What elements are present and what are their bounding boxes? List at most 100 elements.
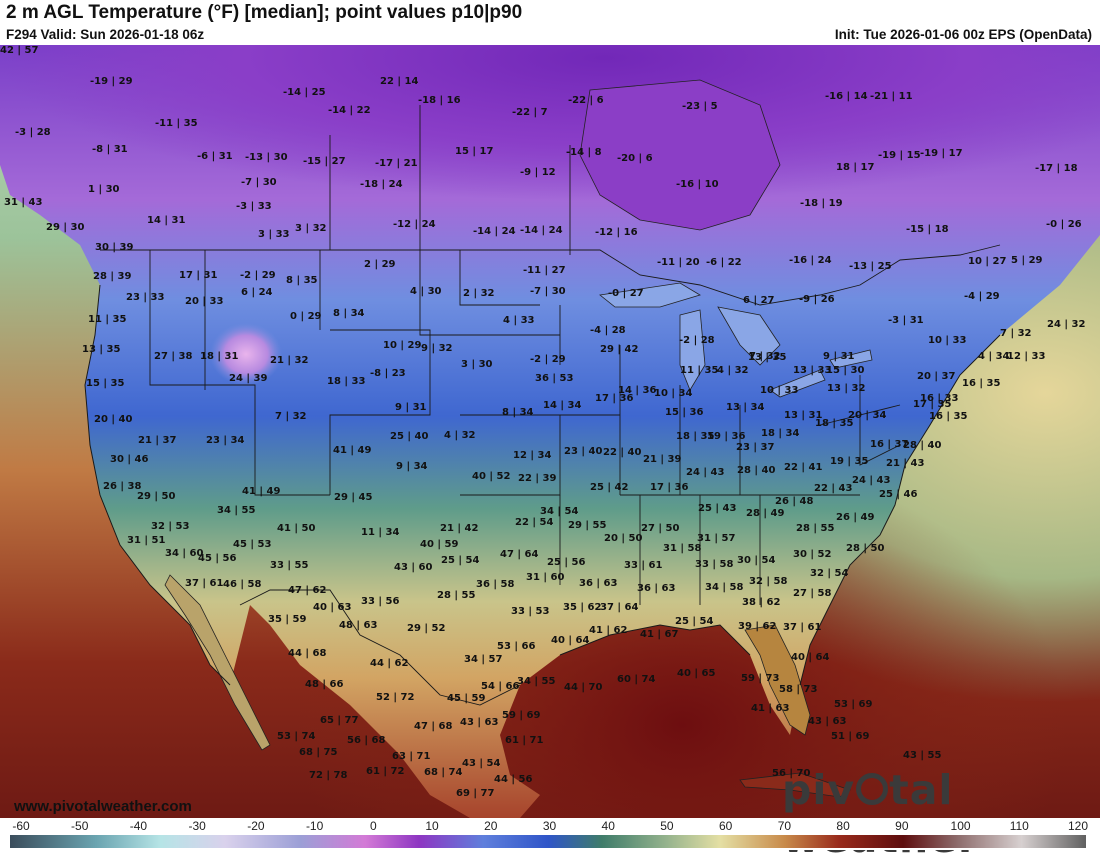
- point-value: 22 | 39: [518, 473, 557, 484]
- point-value: 11 | 35: [88, 314, 127, 325]
- point-value: 20 | 34: [848, 410, 887, 421]
- point-value: 45 | 59: [447, 693, 486, 704]
- point-value: 29 | 52: [407, 623, 446, 634]
- point-value: -14 | 25: [283, 87, 326, 98]
- point-value: 72 | 78: [309, 770, 348, 781]
- point-value: 43 | 63: [460, 717, 499, 728]
- point-value: 37 | 61: [783, 622, 822, 633]
- point-value: -3 | 31: [888, 315, 924, 326]
- cuba: [739, 772, 851, 798]
- point-value: -2 | 29: [530, 354, 566, 365]
- point-value: -3 | 28: [15, 127, 51, 138]
- point-value: -7 | 30: [241, 177, 277, 188]
- state-lines-east: [559, 345, 860, 605]
- point-value: -6 | 31: [197, 151, 233, 162]
- point-value: -11 | 20: [657, 257, 700, 268]
- point-value: 15 | 36: [665, 407, 704, 418]
- point-value: 17 | 36: [595, 393, 634, 404]
- point-value: 34 | 60: [165, 548, 204, 559]
- map-title: 2 m AGL Temperature (°F) [median]; point…: [6, 2, 523, 23]
- point-value: 10 | 33: [928, 335, 967, 346]
- point-value: -14 | 24: [520, 225, 563, 236]
- point-value: 10 | 34: [654, 388, 693, 399]
- state-lines-mountain: [204, 250, 460, 495]
- point-value: 29 | 45: [334, 492, 373, 503]
- point-value: -0 | 27: [608, 288, 644, 299]
- point-value: 53 | 74: [277, 731, 316, 742]
- point-value: -21 | 11: [870, 91, 913, 102]
- point-value: 8 | 35: [286, 275, 318, 286]
- color-scale-tick: -50: [71, 819, 89, 833]
- atlantic-coastline: [799, 334, 1001, 686]
- point-value: 23 | 33: [126, 292, 165, 303]
- point-value: 5 | 29: [1011, 255, 1043, 266]
- point-value: 45 | 56: [198, 553, 237, 564]
- point-value: 42 | 57: [0, 45, 39, 56]
- point-value: 16 | 37: [870, 439, 909, 450]
- point-value: 31 | 58: [663, 543, 702, 554]
- point-value: 13 | 32: [827, 383, 866, 394]
- us-canada-border: [100, 244, 1001, 306]
- point-value: 2 | 29: [364, 259, 396, 270]
- point-value: 12 | 33: [1007, 351, 1046, 362]
- point-value: -18 | 19: [800, 198, 843, 209]
- point-value: 9 | 31: [395, 402, 427, 413]
- point-value: 44 | 56: [494, 774, 533, 785]
- point-value: 30 | 39: [95, 242, 134, 253]
- point-value: 6 | 27: [743, 295, 775, 306]
- lake-huron: [717, 306, 781, 366]
- point-value: 27 | 38: [154, 351, 193, 362]
- point-value: -14 | 22: [328, 105, 371, 116]
- state-lines-plains: [459, 250, 620, 496]
- point-value: 47 | 68: [414, 721, 453, 732]
- point-value: 21 | 39: [643, 454, 682, 465]
- point-value: 16 | 35: [962, 378, 1001, 389]
- temperature-map[interactable]: -19 | 29 22 | 14 -14 | 25 -18 | 16 -22 | 6 -2…: [0, 45, 1100, 818]
- point-value: 29 | 50: [137, 491, 176, 502]
- point-value: 29 | 30: [46, 222, 85, 233]
- point-value: 22 | 41: [784, 462, 823, 473]
- color-scale-tick: 0: [369, 819, 377, 833]
- lake-ontario: [829, 349, 873, 369]
- point-value: 17 | 35: [913, 399, 952, 410]
- point-value: 24 | 43: [686, 467, 725, 478]
- point-value: 34 | 54: [540, 506, 579, 517]
- point-value: 29 | 42: [600, 344, 639, 355]
- point-value: 30 | 46: [110, 454, 149, 465]
- point-value: 13 | 31: [784, 410, 823, 421]
- point-value: 43 | 60: [394, 562, 433, 573]
- point-value: 13 | 34: [726, 402, 765, 413]
- site-credit[interactable]: www.pivotalweather.com: [14, 798, 192, 815]
- hudson-bay: [579, 79, 781, 231]
- point-value: 4 | 34: [978, 351, 1010, 362]
- point-value: -19 | 29: [90, 76, 133, 87]
- great-lakes: [599, 282, 873, 398]
- point-value: 31 | 60: [526, 572, 565, 583]
- point-value: 30 | 52: [793, 549, 832, 560]
- point-value: 22 | 43: [814, 483, 853, 494]
- point-value: 60 | 74: [617, 674, 656, 685]
- point-value: 46 | 58: [223, 579, 262, 590]
- point-value: 16 | 35: [929, 411, 968, 422]
- point-value: -15 | 18: [906, 224, 949, 235]
- point-value: -20 | 6: [617, 153, 653, 164]
- point-value: 25 | 46: [879, 489, 918, 500]
- point-value: 45 | 53: [233, 539, 272, 550]
- point-value: 41 | 63: [751, 703, 790, 714]
- point-value: 68 | 74: [424, 767, 463, 778]
- point-value: 8 | 34: [502, 407, 534, 418]
- point-value: 25 | 56: [547, 557, 586, 568]
- canada-province-lines: [329, 105, 571, 255]
- point-value: 47 | 62: [288, 585, 327, 596]
- point-value: 6 | 24: [241, 287, 273, 298]
- point-value: 11 | 35: [680, 365, 719, 376]
- point-value: 43 | 63: [808, 716, 847, 727]
- color-scale-tick: 40: [601, 819, 615, 833]
- point-value: 44 | 62: [370, 658, 409, 669]
- lake-superior: [599, 282, 701, 308]
- point-value: 13 | 33: [793, 365, 832, 376]
- point-value: 40 | 63: [313, 602, 352, 613]
- point-value: 23 | 40: [564, 446, 603, 457]
- point-value: 18 | 31: [200, 351, 239, 362]
- lake-erie: [769, 369, 826, 398]
